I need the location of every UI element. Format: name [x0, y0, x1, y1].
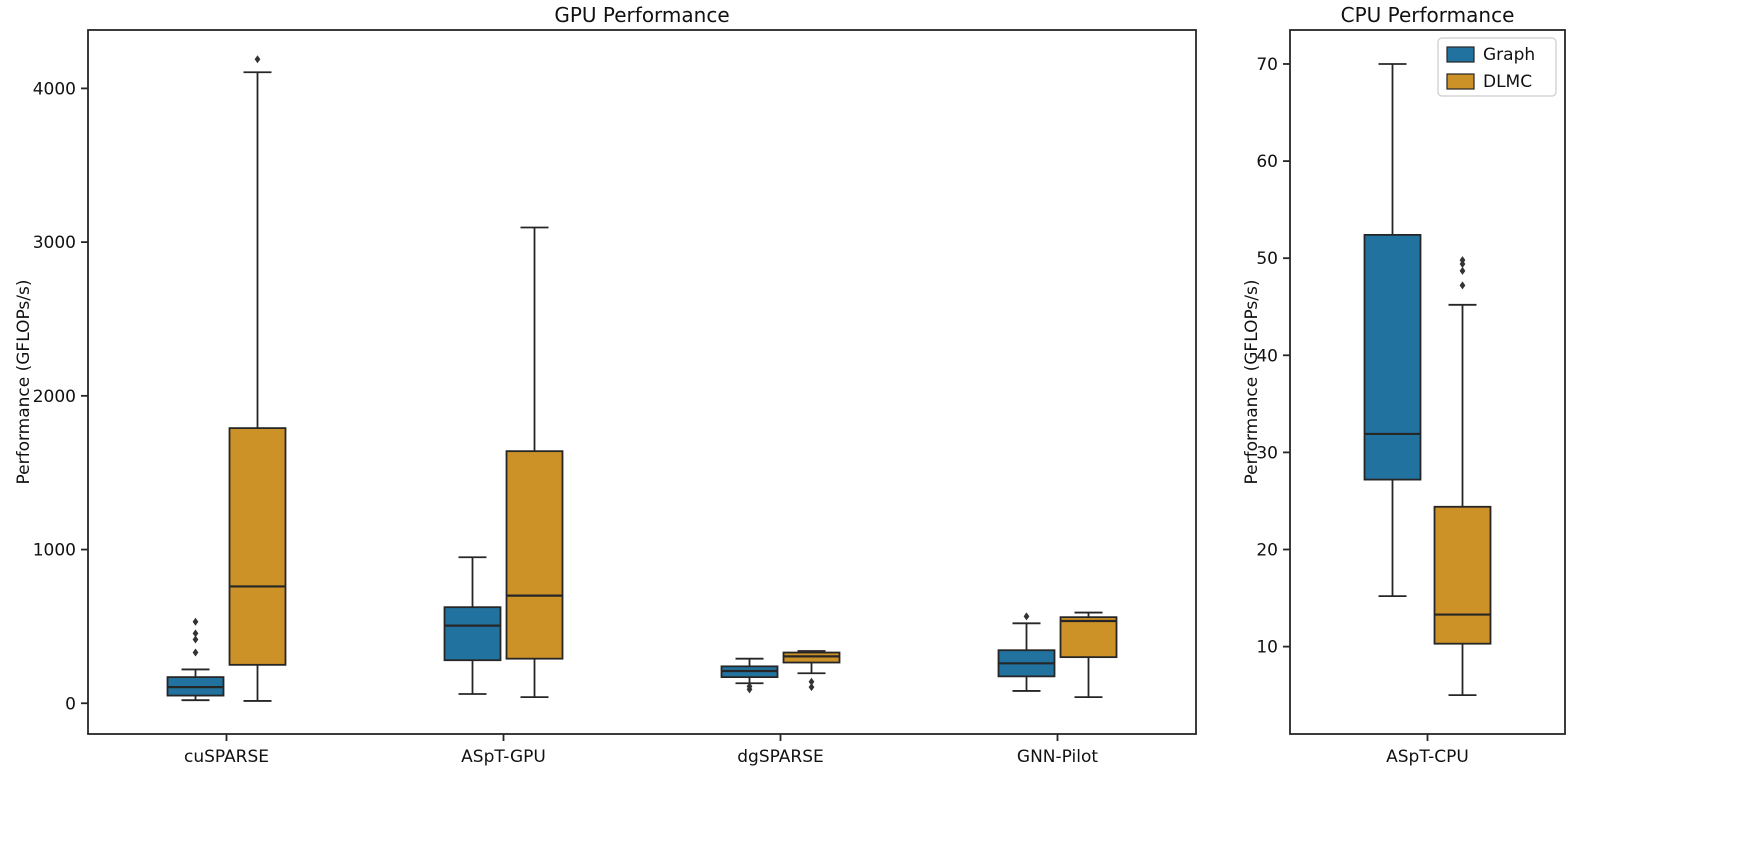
flier-marker-graph-cusparse	[192, 629, 199, 638]
y-tick-label: 40	[1256, 346, 1278, 366]
x-tick-label: dgSPARSE	[737, 747, 824, 767]
axes-frame	[87, 29, 1197, 735]
legend-swatch-graph	[1446, 46, 1475, 63]
box-dlmc-dgsparse	[782, 651, 841, 664]
cpu-chart-title: CPU Performance	[1340, 3, 1515, 27]
flier-marker-dlmc-aspt-cpu	[1459, 256, 1466, 265]
y-tick-label: 10	[1256, 638, 1278, 658]
flier-marker-graph-dgsparse	[746, 682, 753, 691]
x-tick-label: ASpT-GPU	[461, 747, 546, 767]
box-dlmc-gnn-pilot	[1059, 616, 1118, 659]
box-graph-aspt-gpu	[443, 606, 502, 662]
y-tick-label: 70	[1256, 55, 1278, 75]
y-tick-label: 3000	[33, 233, 76, 253]
y-tick-label: 20	[1256, 541, 1278, 561]
box-dlmc-aspt-cpu	[1433, 505, 1492, 645]
legend-swatch-dlmc	[1446, 73, 1475, 90]
cpu-performance-chart: 10 20 30 40 50 60 70 ASpT-CPU Graph DLMC	[1256, 29, 1566, 767]
y-tick-label: 0	[65, 694, 76, 714]
flier-marker-graph-cusparse	[192, 617, 199, 626]
flier-marker-graph-gnn-pilot	[1023, 612, 1030, 621]
flier-marker-dlmc-dgsparse	[808, 677, 815, 686]
y-tick-label: 30	[1256, 443, 1278, 463]
y-tick-label: 4000	[33, 79, 76, 99]
box-dlmc-cusparse	[228, 427, 287, 666]
x-tick-label: GNN-Pilot	[1017, 747, 1098, 767]
x-tick-label: cuSPARSE	[184, 747, 269, 767]
gpu-chart-title: GPU Performance	[554, 3, 730, 27]
flier-marker-graph-cusparse	[192, 648, 199, 657]
y-tick-label: 2000	[33, 387, 76, 407]
gpu-y-axis-label: Performance (GFLOPs/s)	[14, 279, 34, 485]
x-tick-label: ASpT-CPU	[1386, 747, 1469, 767]
y-tick-label: 50	[1256, 249, 1278, 269]
flier-marker-dlmc-aspt-cpu	[1459, 281, 1466, 290]
cpu-y-axis-label: Performance (GFLOPs/s)	[1242, 279, 1262, 485]
flier-marker-dlmc-aspt-cpu	[1459, 266, 1466, 275]
y-tick-label: 1000	[33, 541, 76, 561]
y-tick-label: 60	[1256, 152, 1278, 172]
legend-label-dlmc: DLMC	[1483, 72, 1532, 92]
flier-marker-dlmc-cusparse	[254, 55, 261, 64]
box-dlmc-aspt-gpu	[505, 450, 564, 660]
box-graph-aspt-cpu	[1363, 233, 1422, 481]
axes-frame	[1289, 29, 1566, 735]
flier-marker-dlmc-dgsparse	[808, 683, 815, 692]
gpu-performance-chart: 0 1000 2000 3000 4000 cuSPARSE ASpT-GPU dgSPARS…	[33, 29, 1197, 767]
legend-label-graph: Graph	[1483, 45, 1535, 65]
flier-marker-graph-cusparse	[192, 635, 199, 644]
